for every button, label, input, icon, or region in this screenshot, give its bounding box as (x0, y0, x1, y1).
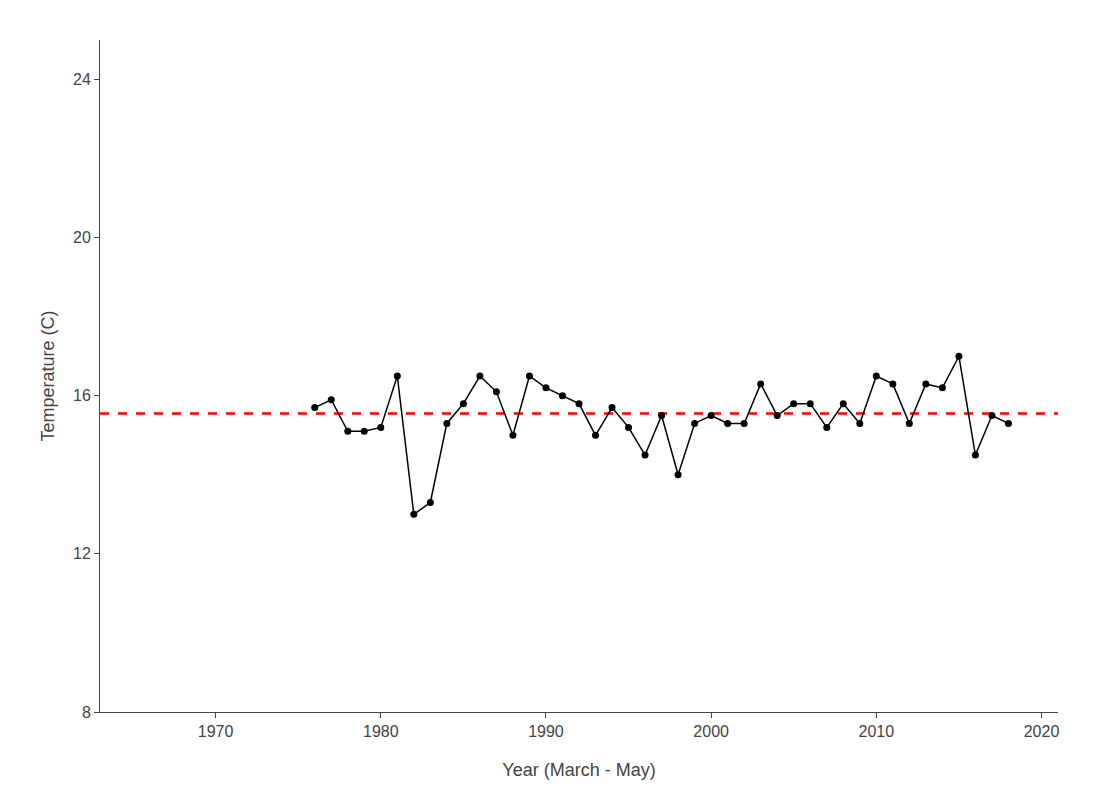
svg-text:Year (March - May): Year (March - May) (502, 760, 655, 780)
svg-text:12: 12 (73, 545, 91, 562)
svg-text:1990: 1990 (528, 723, 564, 740)
svg-text:8: 8 (82, 704, 91, 721)
svg-text:2000: 2000 (693, 723, 729, 740)
svg-text:1970: 1970 (198, 723, 234, 740)
svg-text:24: 24 (73, 71, 91, 88)
svg-text:16: 16 (73, 387, 91, 404)
svg-text:20: 20 (73, 229, 91, 246)
svg-text:1980: 1980 (363, 723, 399, 740)
svg-text:2020: 2020 (1024, 723, 1060, 740)
svg-text:Temperature (C): Temperature (C) (38, 310, 58, 441)
svg-text:2010: 2010 (859, 723, 895, 740)
